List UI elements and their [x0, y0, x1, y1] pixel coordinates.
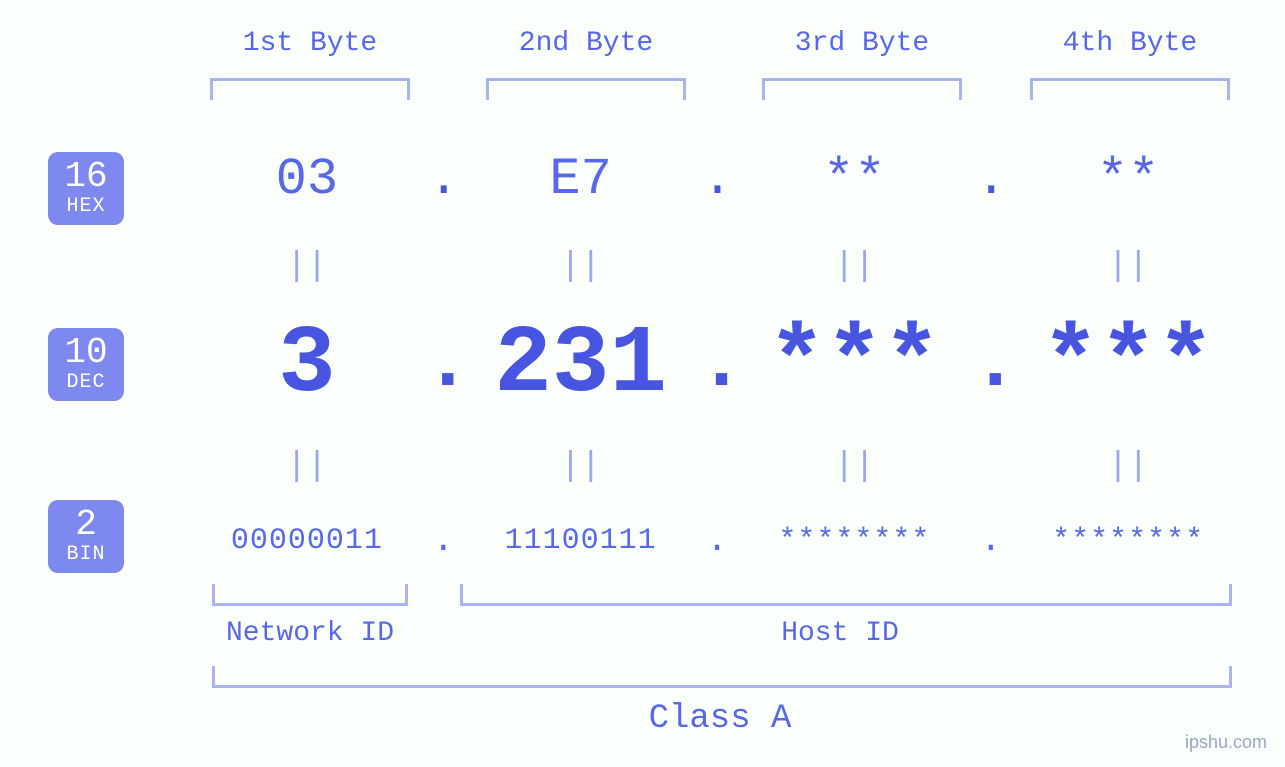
dec-byte-2: 231 [464, 310, 698, 419]
hex-byte-4: ** [1011, 150, 1245, 209]
equals-row-1: || || || || [190, 248, 1245, 286]
class-bracket [212, 666, 1232, 688]
top-bracket-4 [1030, 78, 1230, 100]
dec-dot-3: . [971, 319, 1011, 410]
class-label: Class A [560, 700, 880, 738]
watermark: ipshu.com [1185, 732, 1267, 753]
eq-1-4: || [1011, 248, 1245, 286]
hex-badge-num: 16 [48, 158, 124, 196]
bin-byte-3: ******** [738, 524, 972, 558]
hex-byte-1: 03 [190, 150, 424, 209]
eq-1-1: || [190, 248, 424, 286]
hex-byte-2: E7 [464, 150, 698, 209]
bin-byte-4: ******** [1011, 524, 1245, 558]
ip-diagram: 1st Byte 2nd Byte 3rd Byte 4th Byte 16 H… [0, 0, 1285, 767]
bin-byte-1: 00000011 [190, 524, 424, 558]
hex-dot-3: . [971, 150, 1011, 209]
top-bracket-3 [762, 78, 962, 100]
top-bracket-1 [210, 78, 410, 100]
bin-badge: 2 BIN [48, 500, 124, 573]
eq-2-1: || [190, 448, 424, 486]
bin-badge-num: 2 [48, 506, 124, 544]
bin-byte-2: 11100111 [464, 524, 698, 558]
hex-row: 03 . E7 . ** . ** [190, 150, 1245, 209]
equals-row-2: || || || || [190, 448, 1245, 486]
byte-header-1: 1st Byte [210, 28, 410, 59]
dec-dot-1: . [424, 319, 464, 410]
dec-badge-label: DEC [48, 372, 124, 393]
bin-dot-3: . [971, 520, 1011, 561]
eq-2-4: || [1011, 448, 1245, 486]
hex-dot-2: . [698, 150, 738, 209]
eq-1-3: || [738, 248, 972, 286]
host-id-label: Host ID [680, 618, 1000, 649]
bin-row: 00000011 . 11100111 . ******** . *******… [190, 520, 1245, 561]
bin-dot-2: . [698, 520, 738, 561]
eq-2-2: || [464, 448, 698, 486]
dec-row: 3 . 231 . *** . *** [190, 310, 1245, 419]
hex-byte-3: ** [738, 150, 972, 209]
byte-header-4: 4th Byte [1030, 28, 1230, 59]
eq-2-3: || [738, 448, 972, 486]
hex-badge-label: HEX [48, 196, 124, 217]
bin-badge-label: BIN [48, 544, 124, 565]
dec-byte-3: *** [738, 310, 972, 419]
dec-byte-1: 3 [190, 310, 424, 419]
hex-dot-1: . [424, 150, 464, 209]
byte-header-3: 3rd Byte [762, 28, 962, 59]
dec-badge: 10 DEC [48, 328, 124, 401]
network-id-bracket [212, 584, 408, 606]
dec-byte-4: *** [1011, 310, 1245, 419]
bin-dot-1: . [424, 520, 464, 561]
hex-badge: 16 HEX [48, 152, 124, 225]
network-id-label: Network ID [190, 618, 430, 649]
dec-badge-num: 10 [48, 334, 124, 372]
eq-1-2: || [464, 248, 698, 286]
top-bracket-2 [486, 78, 686, 100]
dec-dot-2: . [698, 319, 738, 410]
byte-header-2: 2nd Byte [486, 28, 686, 59]
host-id-bracket [460, 584, 1232, 606]
